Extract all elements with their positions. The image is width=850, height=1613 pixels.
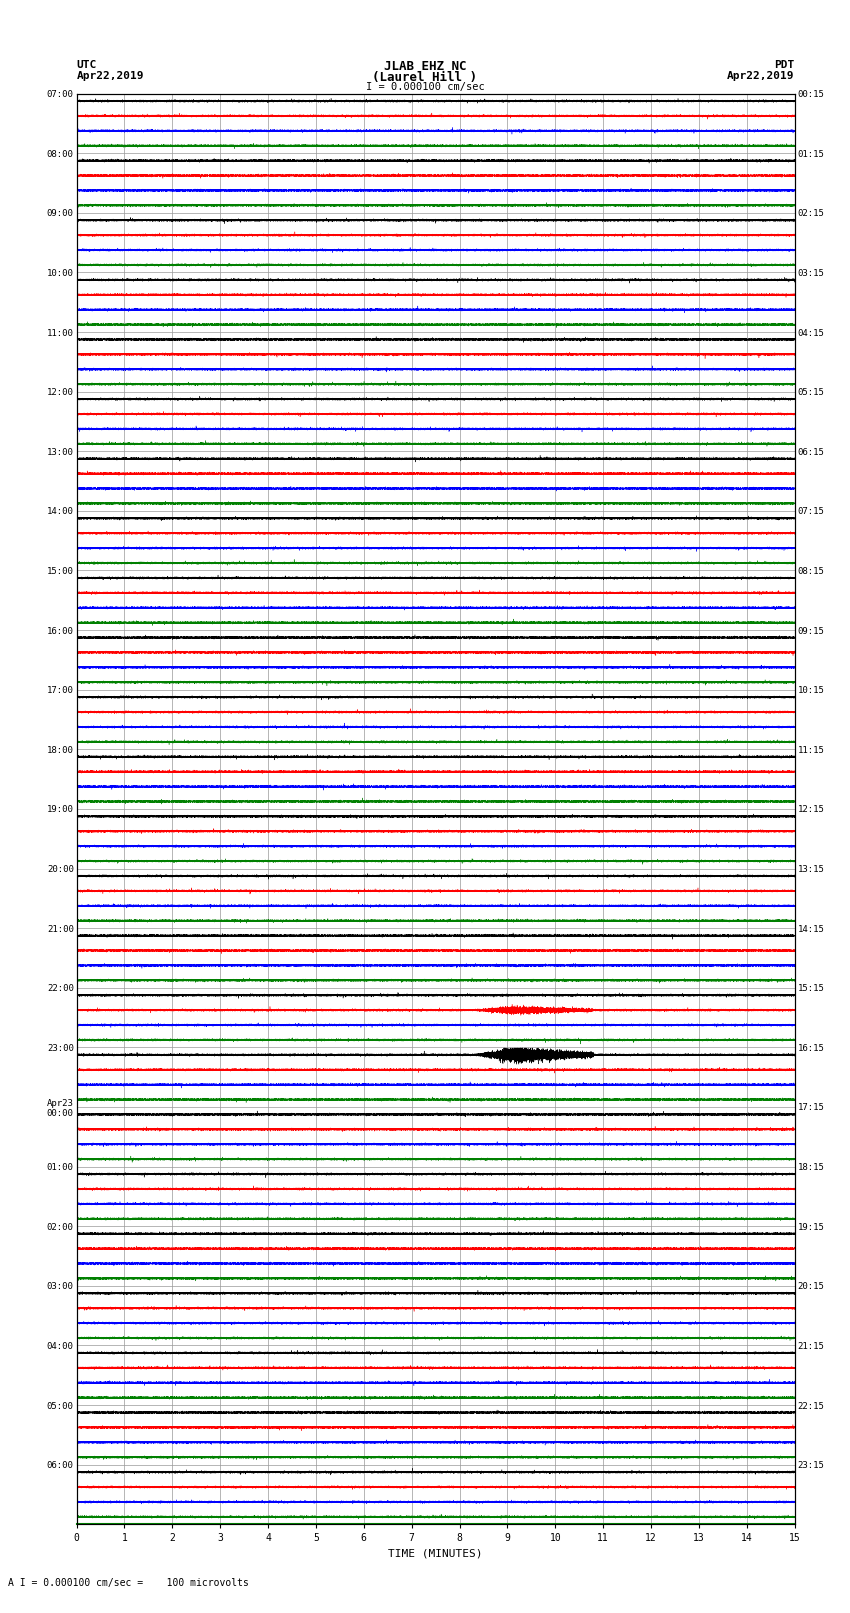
Text: Apr22,2019: Apr22,2019 <box>76 71 144 81</box>
X-axis label: TIME (MINUTES): TIME (MINUTES) <box>388 1548 483 1558</box>
Text: I = 0.000100 cm/sec: I = 0.000100 cm/sec <box>366 82 484 92</box>
Text: A I = 0.000100 cm/sec =    100 microvolts: A I = 0.000100 cm/sec = 100 microvolts <box>8 1578 249 1587</box>
Text: (Laurel Hill ): (Laurel Hill ) <box>372 71 478 84</box>
Text: Apr22,2019: Apr22,2019 <box>728 71 795 81</box>
Text: JLAB EHZ NC: JLAB EHZ NC <box>383 60 467 73</box>
Text: PDT: PDT <box>774 60 795 69</box>
Text: UTC: UTC <box>76 60 97 69</box>
